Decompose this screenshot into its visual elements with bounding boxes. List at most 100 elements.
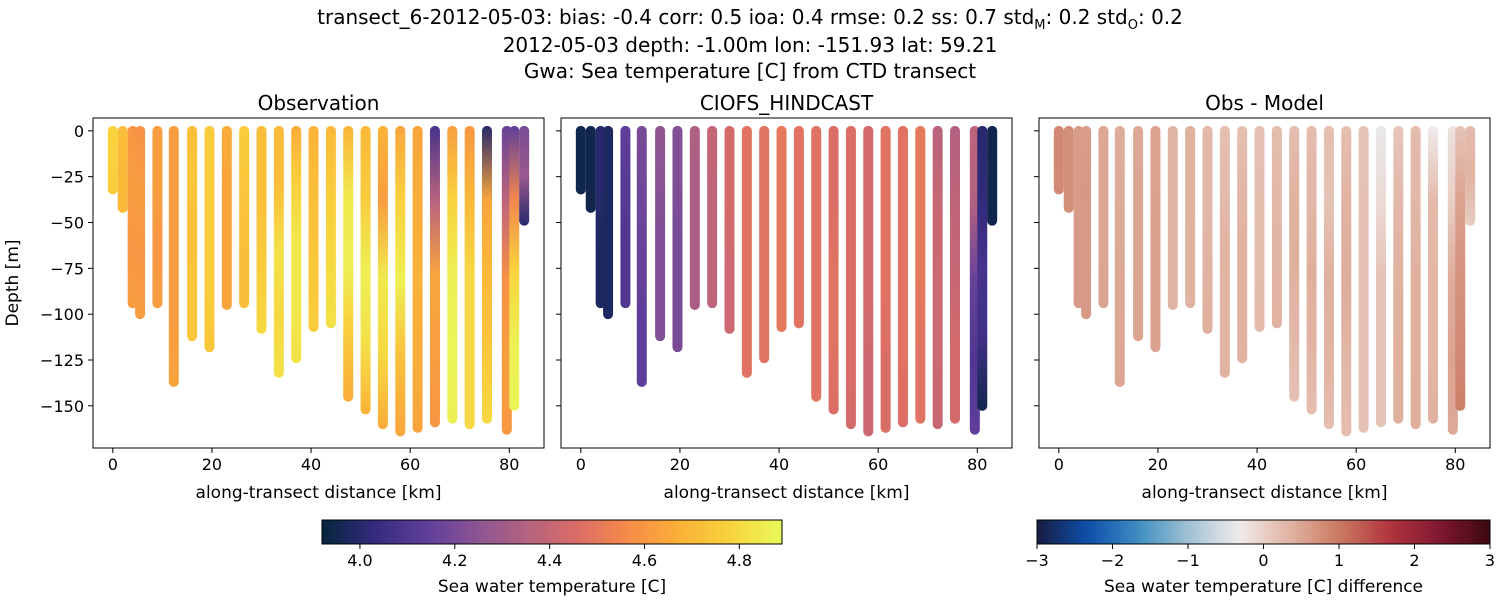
colorbar-tick-label: 2 xyxy=(1409,551,1419,570)
profile-1-16 xyxy=(828,125,839,415)
profile-0-15 xyxy=(343,125,354,402)
x-axis-label: along-transect distance [km] xyxy=(1142,483,1388,503)
profile-2-25 xyxy=(1455,125,1466,411)
y-tick-label: −75 xyxy=(50,259,84,278)
profile-1-19 xyxy=(880,125,891,433)
profile-1-11 xyxy=(741,125,752,378)
profile-1-23 xyxy=(950,125,961,424)
profile-0-14 xyxy=(325,125,336,329)
colorbar-tick-label: 0 xyxy=(1258,551,1268,570)
x-tick-label: 40 xyxy=(769,455,789,474)
profile-0-9 xyxy=(239,125,250,309)
x-tick-label: 80 xyxy=(1445,455,1465,474)
profile-0-8 xyxy=(221,125,232,310)
panel-2: CIOFS_HINDCAST 0 20 40 60 80 along-transect di… xyxy=(556,91,1013,503)
profile-1-25 xyxy=(977,125,988,411)
profile-0-21 xyxy=(447,125,458,424)
profile-2-5 xyxy=(1114,125,1125,387)
profile-2-17 xyxy=(1323,125,1334,430)
profile-0-11 xyxy=(273,125,284,378)
profile-0-18 xyxy=(395,125,406,437)
profile-0-19 xyxy=(412,125,423,433)
y-axis-label: Depth [m] xyxy=(3,239,23,326)
x-tick-label: 40 xyxy=(1247,455,1267,474)
profile-2-12 xyxy=(1237,125,1248,364)
profile-0-12 xyxy=(291,125,302,364)
profile-1-10 xyxy=(724,125,735,334)
profile-2-18 xyxy=(1341,125,1352,437)
x-tick-label: 0 xyxy=(108,455,118,474)
x-tick-label: 20 xyxy=(202,455,222,474)
profile-1-17 xyxy=(845,125,856,430)
colorbar-tick-label: 4.6 xyxy=(632,551,657,570)
profile-1-21 xyxy=(915,125,926,424)
colorbar-label: Sea water temperature [C] xyxy=(438,577,666,597)
profile-2-23 xyxy=(1428,125,1439,424)
colorbar-tick-label: −1 xyxy=(1176,551,1200,570)
profile-2-6 xyxy=(1133,125,1144,342)
profile-2-13 xyxy=(1254,125,1265,332)
colorbar-label: Sea water temperature [C] difference xyxy=(1104,577,1423,597)
colorbar-tick-label: 4.0 xyxy=(347,551,372,570)
y-tick-label: −100 xyxy=(40,305,84,324)
profile-1-4 xyxy=(620,125,631,309)
figure-title-line-1: transect_6-2012-05-03: bias: -0.4 corr: … xyxy=(317,5,1183,33)
profile-0-20 xyxy=(429,125,440,428)
profile-1-3 xyxy=(603,125,614,320)
profile-1-15 xyxy=(811,125,822,402)
x-tick-label: 60 xyxy=(400,455,420,474)
profile-2-19 xyxy=(1358,125,1369,433)
profile-2-3 xyxy=(1081,125,1092,320)
profile-0-13 xyxy=(308,125,319,332)
profile-2-10 xyxy=(1202,125,1213,334)
profile-1-9 xyxy=(707,125,718,309)
profile-0-4 xyxy=(152,125,163,309)
y-tick-label: −50 xyxy=(50,214,84,233)
profile-1-13 xyxy=(776,125,787,332)
profile-2-22 xyxy=(1410,125,1421,430)
profile-0-17 xyxy=(377,125,388,430)
panel-title: CIOFS_HINDCAST xyxy=(700,91,874,115)
panel-title: Obs - Model xyxy=(1205,91,1324,115)
x-tick-label: 60 xyxy=(868,455,888,474)
x-tick-label: 80 xyxy=(499,455,519,474)
profile-1-6 xyxy=(655,125,666,342)
profile-1-12 xyxy=(759,125,770,364)
colorbar-gradient xyxy=(1036,519,1491,545)
profile-2-7 xyxy=(1150,125,1161,353)
colorbars: 4.0 4.2 4.4 4.6 4.8 Sea water temperature [C]… xyxy=(321,519,1495,597)
profile-1-8 xyxy=(689,125,700,310)
profiles xyxy=(107,125,530,437)
profile-0-10 xyxy=(256,125,267,334)
profile-0-1 xyxy=(117,125,128,213)
profile-0-5 xyxy=(168,125,179,387)
axes-frame xyxy=(560,117,1013,449)
profile-0-22 xyxy=(464,125,475,430)
profile-1-22 xyxy=(932,125,943,430)
profile-2-26 xyxy=(1465,125,1476,226)
profile-0-6 xyxy=(187,125,198,342)
colorbar-tick-label: 4.8 xyxy=(727,551,752,570)
profile-1-18 xyxy=(863,125,874,437)
x-tick-label: 20 xyxy=(1148,455,1168,474)
colorbar-gradient xyxy=(321,519,783,545)
x-tick-label: 40 xyxy=(301,455,321,474)
profile-1-7 xyxy=(672,125,683,353)
colorbar-tick-label: −2 xyxy=(1101,551,1125,570)
y-tick-label: 0 xyxy=(74,122,84,141)
profile-1-26 xyxy=(987,125,998,226)
y-tick-label: −125 xyxy=(40,351,84,370)
x-tick-label: 60 xyxy=(1346,455,1366,474)
profile-1-20 xyxy=(897,125,908,428)
profile-0-16 xyxy=(360,125,371,415)
profiles xyxy=(1053,125,1476,437)
profile-0-3 xyxy=(135,125,146,320)
x-axis-label: along-transect distance [km] xyxy=(664,483,910,503)
panel-title: Observation xyxy=(258,91,380,115)
panel-3: Obs - Model 0 20 40 60 80 along-transect dista… xyxy=(1034,91,1491,503)
profile-2-15 xyxy=(1289,125,1300,402)
profile-0-0 xyxy=(107,125,118,195)
panels: Observation 0 20 40 60 80 0 −25 −50 −75 −100 −125 −1… xyxy=(3,91,1491,503)
profile-2-0 xyxy=(1053,125,1064,195)
